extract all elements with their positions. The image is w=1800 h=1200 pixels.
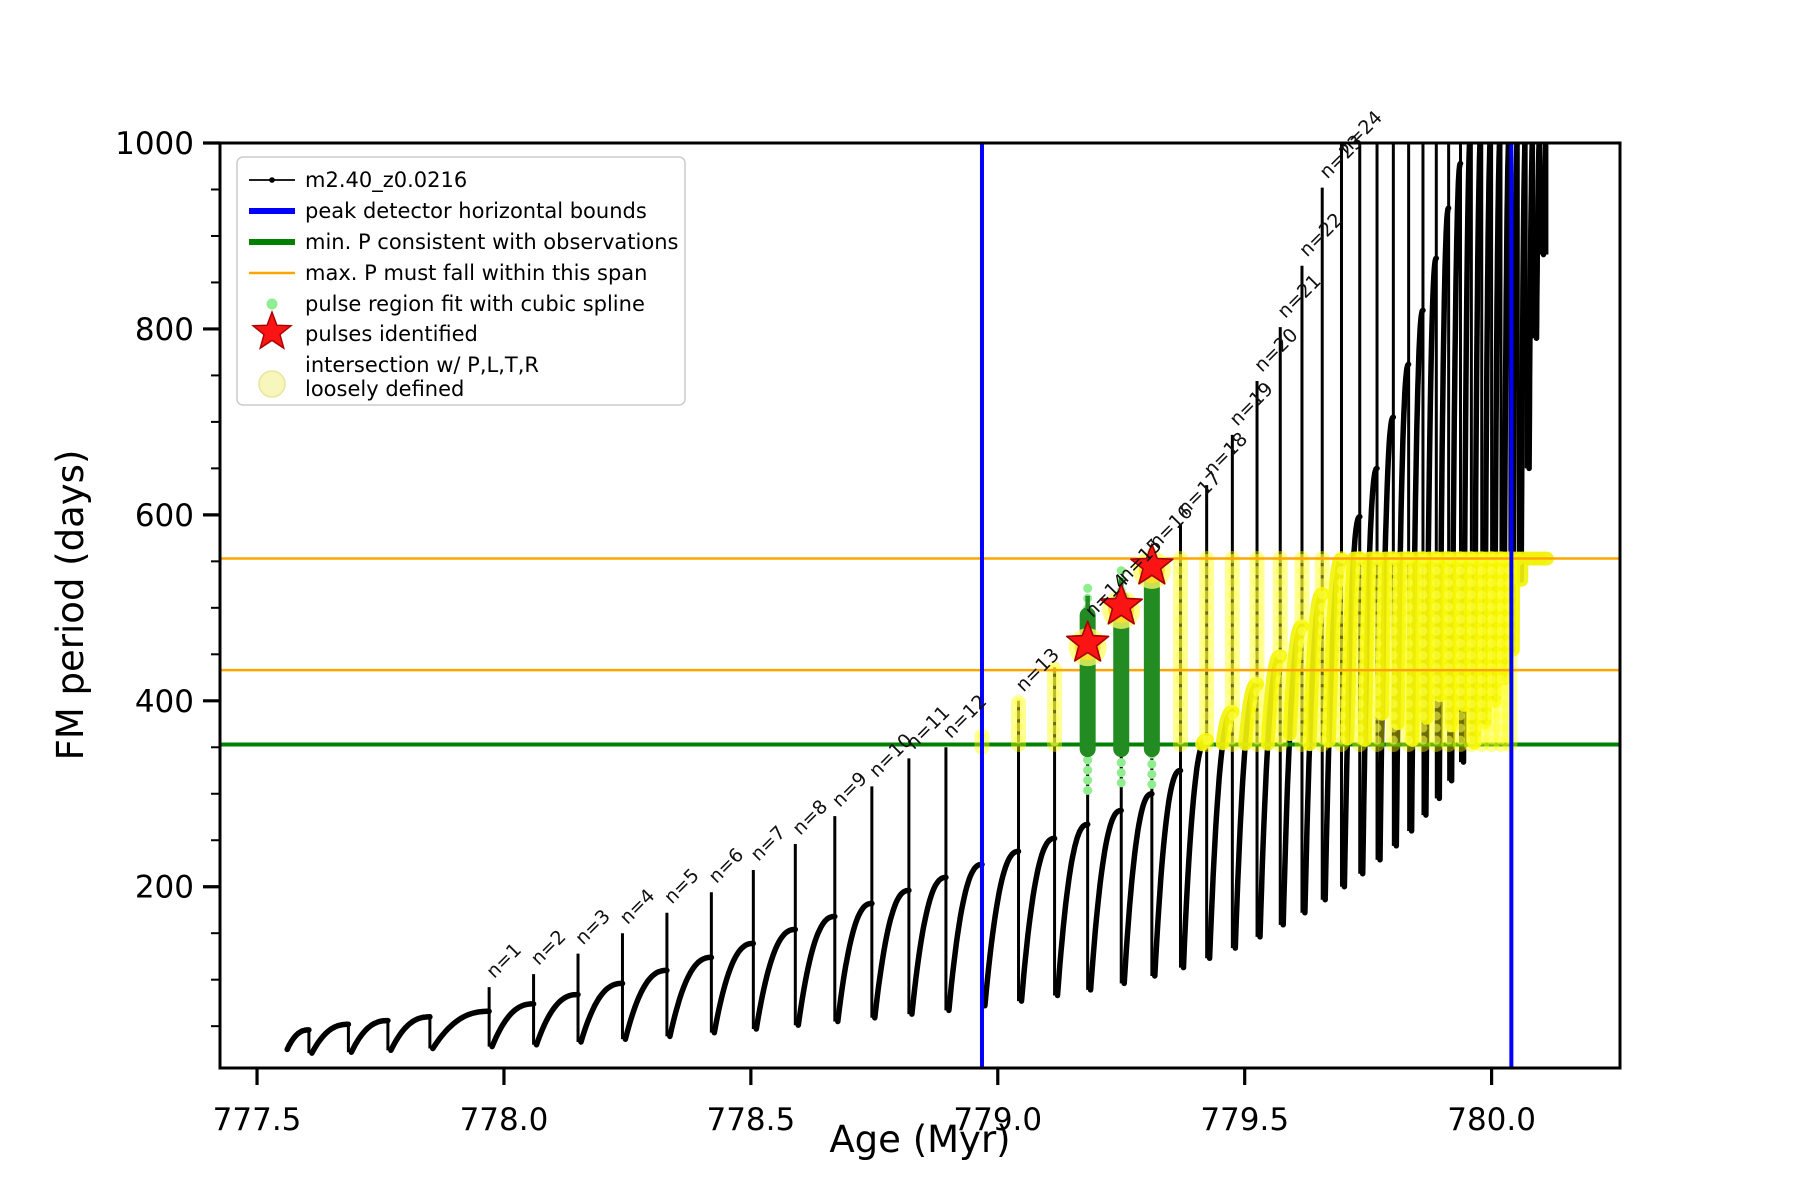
legend-label: intersection w/ P,L,T,R — [305, 353, 539, 377]
pulse-cycle-hump — [795, 913, 838, 1028]
pulse-cycle-hump — [1481, 143, 1493, 725]
legend-entry: min. P consistent with observations — [249, 230, 678, 254]
pulse-number-label: n=21 — [1273, 270, 1325, 322]
pulse-cycle-hump — [667, 954, 715, 1040]
pulse-star — [1099, 583, 1143, 625]
pulse-cycle-hump — [835, 900, 875, 1025]
ticks: 777.5 778.0 778.5 779.0 779.5 780.0 200 400 600 8… — [115, 126, 1536, 1138]
y-axis-label: FM period (days) — [49, 449, 92, 761]
pulse-cycle-hump — [946, 861, 985, 1014]
legend-star-swatch — [251, 309, 293, 350]
pulse-cycle-hump — [1018, 835, 1058, 1004]
pulse-number-label: n=19 — [1225, 378, 1277, 430]
legend-label: m2.40_z0.0216 — [305, 168, 467, 193]
pulse-cycle-hump — [430, 1008, 492, 1052]
pulse-cycle-hump — [1180, 737, 1210, 971]
pulse-cycle-hump — [309, 1021, 352, 1056]
pulse-cycle-hump — [1087, 807, 1124, 993]
pulse-cycle-hump — [284, 1027, 312, 1053]
pulses-identified — [1065, 543, 1174, 667]
y-tick-label: 600 — [135, 498, 194, 534]
pulse-number-label: n=3 — [571, 905, 615, 949]
legend-entry: peak detector horizontal bounds — [249, 199, 647, 223]
x-tick-label: 779.0 — [953, 1102, 1042, 1138]
pulse-star — [1065, 620, 1110, 662]
pulse-cycle-hump — [1491, 143, 1503, 704]
pulse-number-label: n=7 — [746, 822, 790, 866]
legend-label: max. P must fall within this span — [305, 261, 647, 285]
pulse-number-label: n=6 — [704, 844, 748, 888]
pulse-cycle-hump — [1510, 143, 1520, 653]
pulse-cycle-hump — [1540, 143, 1549, 258]
x-tick-label: 777.5 — [213, 1102, 302, 1138]
pulse-cycle-hump — [872, 887, 912, 1021]
pulse-cycle-hump — [1121, 791, 1155, 987]
pulse-number-label: n=5 — [660, 864, 704, 908]
y-tick-label: 800 — [135, 312, 194, 348]
legend-label: peak detector horizontal bounds — [305, 199, 647, 223]
pulse-number-label: n=18 — [1200, 428, 1252, 480]
x-tick-label: 778.5 — [706, 1102, 795, 1138]
pulse-number-label: n=4 — [615, 885, 659, 929]
pulse-cycle-hump — [711, 940, 757, 1036]
x-tick-label: 778.0 — [460, 1102, 549, 1138]
plot-area — [220, 143, 1620, 1068]
x-axis-label: Age (Myr) — [829, 1118, 1011, 1161]
pulse-cycle-hump — [1526, 143, 1536, 472]
pulse-number-label: n=20 — [1250, 324, 1302, 376]
pulse-number-label: n=8 — [788, 796, 832, 840]
pulse-cycle-hump — [1533, 143, 1542, 341]
legend-small-dot-swatch — [266, 298, 278, 310]
pulse-number-label: n=9 — [828, 768, 872, 812]
legend-entry: max. P must fall within this span — [249, 261, 647, 285]
pulse-cycle-hump — [388, 1014, 433, 1054]
pulse-cycle-hump — [1460, 143, 1473, 765]
pulse-cycle-hump — [1518, 143, 1528, 583]
x-tick-label: 779.5 — [1200, 1102, 1289, 1138]
pulse-number-label: n=1 — [482, 939, 526, 983]
y-tick-label: 200 — [135, 870, 194, 906]
legend-line-dot-marker — [269, 177, 275, 183]
pulse-cycle-hump — [578, 980, 626, 1045]
x-tick-label: 780.0 — [1447, 1102, 1536, 1138]
legend-label: loosely defined — [305, 377, 464, 401]
pulse-cycle-hump — [489, 1001, 537, 1050]
legend-big-dot-swatch — [258, 370, 286, 398]
legend-entry: pulse region fit with cubic spline — [266, 292, 645, 316]
intersection-region — [974, 551, 1554, 755]
pulse-cycle-hump — [909, 874, 949, 1017]
pulse-cycle-hump — [1471, 143, 1483, 746]
pulse-cycle-hump — [753, 926, 799, 1032]
legend-box — [236, 156, 686, 406]
legend-label: pulses identified — [305, 322, 478, 346]
legend-entry: m2.40_z0.0216 — [249, 168, 467, 193]
pulse-cycle-hump — [1501, 143, 1512, 682]
intersection-hump — [1238, 677, 1264, 751]
y-tick-label: 1000 — [115, 126, 194, 162]
axes-spines — [218, 141, 1622, 1070]
legend-label: min. P consistent with observations — [305, 230, 678, 254]
pulse-cycle-hump — [622, 967, 670, 1042]
pulse-cycle-hump — [1054, 821, 1091, 999]
pulse-cycle-hump — [533, 991, 581, 1048]
y-tick-label: 400 — [135, 684, 194, 720]
legend-label: pulse region fit with cubic spline — [305, 292, 645, 316]
pulse-cycle-hump — [1152, 767, 1184, 979]
pulse-number-label: n=2 — [527, 926, 571, 970]
legend-entry: pulses identified — [251, 309, 478, 350]
pulse-cycle-hump — [982, 848, 1022, 1009]
pulse-cycle-hump — [348, 1017, 391, 1055]
pulse-star — [1130, 543, 1174, 585]
